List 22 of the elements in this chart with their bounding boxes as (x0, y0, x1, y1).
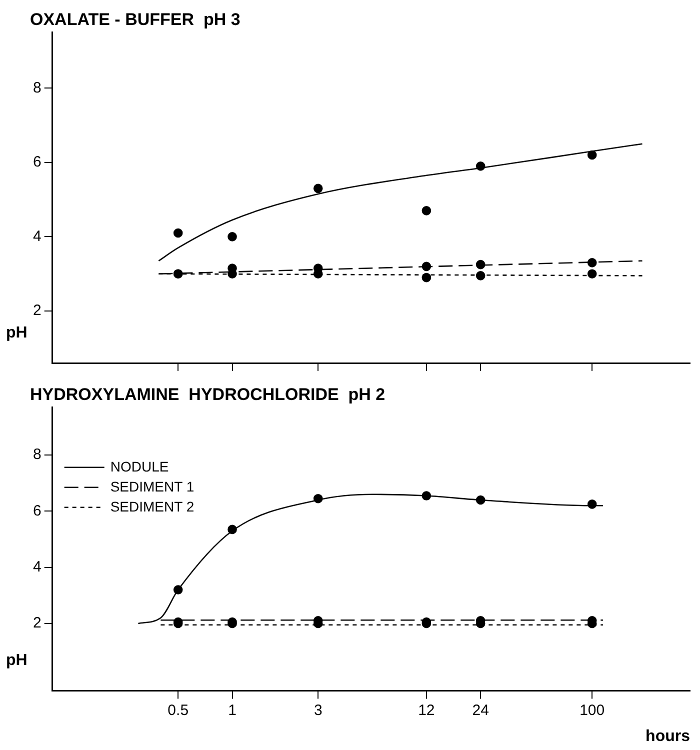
x-tick-label: 12 (418, 702, 435, 719)
y-tick-label: 8 (33, 446, 42, 464)
x-tick-label: 1 (228, 702, 236, 719)
y-tick-label: 2 (33, 614, 42, 632)
chart-title: HYDROXYLAMINE HYDROCHLORIDE pH 2 (30, 384, 386, 404)
x-tick-label: 0.5 (168, 702, 189, 719)
y-tick-label: 6 (33, 154, 42, 171)
y-tick-label: 6 (33, 502, 42, 520)
y-tick-label: 4 (33, 558, 42, 576)
x-tick-label: 24 (472, 702, 489, 719)
chart-title: OXALATE - BUFFER pH 3 (30, 10, 240, 29)
y-tick-label: 2 (33, 302, 42, 320)
legend-label: SEDIMENT 1 (110, 478, 194, 494)
y-axis-title: pH (6, 324, 28, 342)
legend-label: NODULE (110, 458, 169, 474)
x-axis-title: hours (646, 728, 690, 745)
y-tick-label: 8 (33, 79, 42, 96)
x-tick-label: 100 (580, 702, 605, 719)
y-axis-title: pH (6, 652, 28, 670)
y-tick-label: 4 (33, 228, 42, 245)
x-tick-label: 3 (314, 702, 322, 719)
legend-label: SEDIMENT 2 (110, 498, 194, 514)
